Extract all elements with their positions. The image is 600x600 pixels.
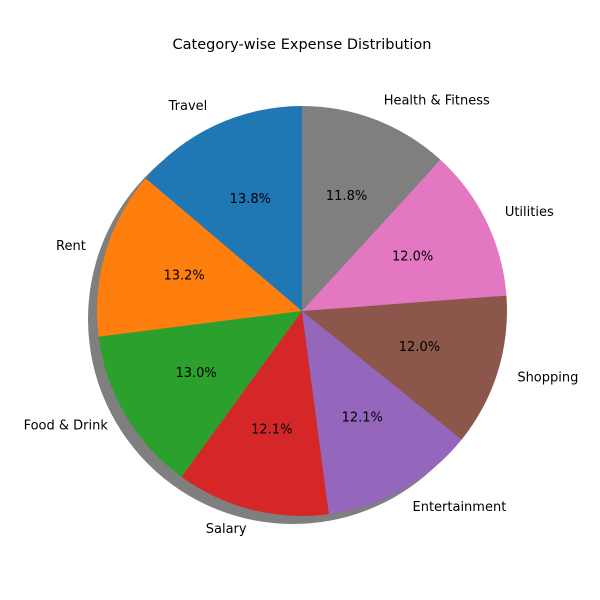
slice-label-health-and-fitness: Health & Fitness xyxy=(384,93,490,108)
percent-label-food-and-drink: 13.0% xyxy=(175,366,216,381)
percent-label-health-and-fitness: 11.8% xyxy=(326,189,367,204)
slice-entertainment xyxy=(302,311,462,515)
slice-health-and-fitness xyxy=(302,106,441,311)
slice-label-utilities: Utilities xyxy=(505,205,554,220)
slice-travel xyxy=(145,106,302,311)
slice-salary xyxy=(181,311,329,516)
percent-labels: 13.8% 13.2% 13.0% 12.1% 12.1% 12.0% 12.0% 11.8% xyxy=(163,189,440,438)
slice-labels: Travel Rent Food & Drink Salary Entertainmen… xyxy=(24,93,579,537)
percent-label-shopping: 12.0% xyxy=(399,340,440,355)
slice-label-food-and-drink: Food & Drink xyxy=(24,418,109,433)
slice-label-shopping: Shopping xyxy=(517,370,578,385)
slice-rent xyxy=(96,178,302,337)
slice-label-entertainment: Entertainment xyxy=(412,500,506,515)
chart-title: Category-wise Expense Distribution xyxy=(173,37,432,53)
slice-food-and-drink xyxy=(98,311,302,477)
slice-shopping xyxy=(302,295,507,440)
slice-label-salary: Salary xyxy=(206,522,247,537)
pie-slices xyxy=(96,106,507,516)
percent-label-travel: 13.8% xyxy=(230,192,271,207)
slice-label-rent: Rent xyxy=(56,239,86,254)
percent-label-salary: 12.1% xyxy=(251,423,292,438)
percent-label-rent: 13.2% xyxy=(163,268,204,283)
slice-utilities xyxy=(302,159,507,311)
percent-label-entertainment: 12.1% xyxy=(342,411,383,426)
percent-label-utilities: 12.0% xyxy=(392,250,433,265)
slice-label-travel: Travel xyxy=(168,99,208,114)
